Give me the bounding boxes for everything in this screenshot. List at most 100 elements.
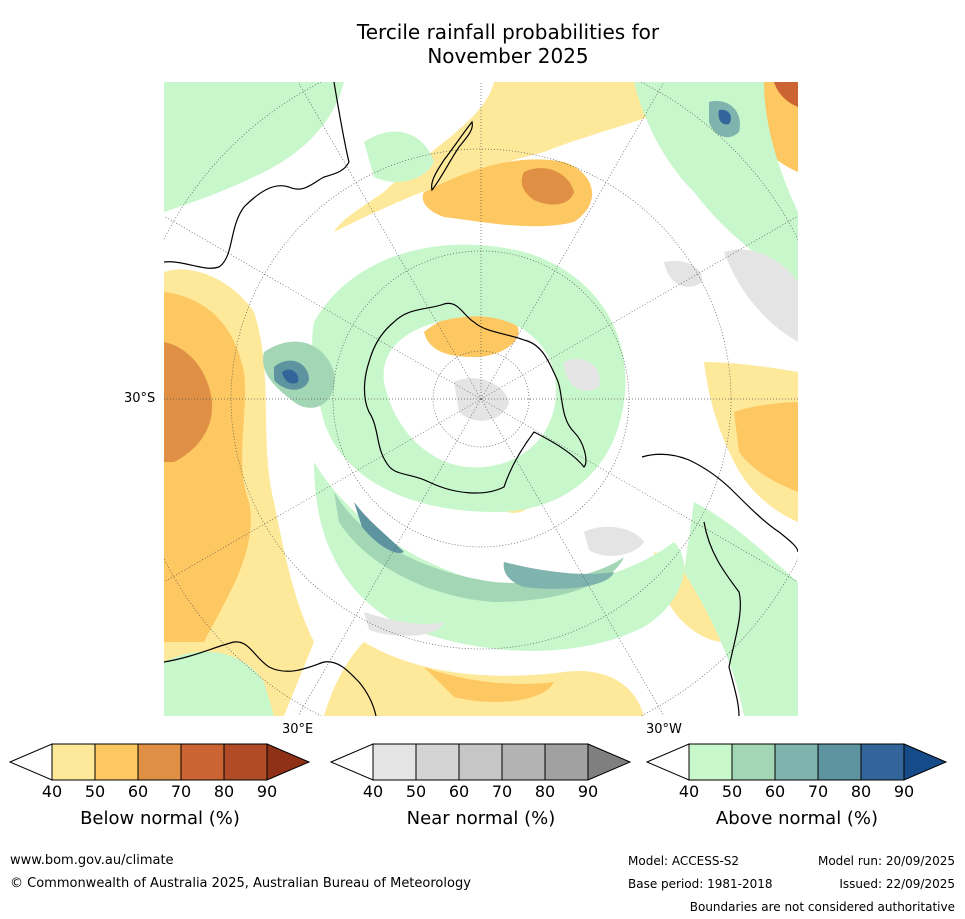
footer-copyright: © Commonwealth of Australia 2025, Austra…	[10, 876, 471, 891]
cbar-below-60	[137, 743, 182, 781]
tick: 60	[764, 782, 786, 801]
cbar-near-50	[415, 743, 460, 781]
tick: 60	[127, 782, 149, 801]
colorbar-near-svg	[329, 743, 632, 781]
footer-model-run: Model run: 20/09/2025	[817, 854, 955, 868]
tick: 80	[534, 782, 556, 801]
below-north-deep	[521, 168, 574, 205]
lon-label-30w: 30°W	[646, 722, 682, 737]
below-west-core2	[164, 342, 213, 462]
cbar-near-70	[501, 743, 546, 781]
colorbar-near-normal	[329, 743, 632, 782]
new-zealand-coast	[431, 120, 473, 192]
colorbar-below-title: Below normal (%)	[80, 808, 240, 829]
tick: 40	[41, 782, 63, 801]
cbar-near-80	[544, 743, 589, 781]
above-south-core	[334, 492, 624, 602]
colorbar-above-normal	[645, 743, 948, 782]
australia-coast	[164, 82, 350, 269]
title-line-1: Tercile rainfall probabilities for	[356, 20, 660, 44]
near-normal-regions	[364, 249, 798, 636]
below-ne-deep	[774, 82, 798, 107]
cbar-above-80	[860, 743, 905, 781]
below-south-band	[324, 642, 644, 716]
chart-title: Tercile rainfall probabilities for Novem…	[300, 20, 716, 68]
near-sw-strip	[364, 612, 444, 636]
tick: 90	[577, 782, 599, 801]
above-nw	[164, 82, 344, 212]
cbar-below-40	[51, 743, 96, 781]
below-north-band	[334, 82, 724, 232]
above-sw-corner	[164, 651, 274, 716]
meridian-a	[297, 398, 482, 716]
near-south	[584, 526, 644, 556]
tick: 50	[84, 782, 106, 801]
tick: 70	[491, 782, 513, 801]
tick: 80	[850, 782, 872, 801]
graticule	[164, 82, 798, 716]
colorbar-below-normal	[8, 743, 311, 782]
africa-coast	[164, 641, 377, 716]
cbar-near-over	[587, 743, 632, 781]
below-pole	[424, 311, 519, 357]
lat-label-30s: 30°S	[124, 391, 156, 406]
meridian-h2	[480, 398, 798, 583]
meridian-e	[297, 82, 482, 400]
cbar-below-50	[94, 743, 139, 781]
tick: 40	[678, 782, 700, 801]
cbar-below-over	[266, 743, 311, 781]
colorbar-above-title: Above normal (%)	[715, 808, 879, 829]
tick: 50	[405, 782, 427, 801]
footer-model: Model: ACCESS-S2	[628, 854, 740, 868]
cbar-above-40	[688, 743, 733, 781]
tick: 60	[448, 782, 470, 801]
colorbar-below-svg	[8, 743, 311, 781]
coastlines	[164, 82, 798, 716]
map-svg	[164, 82, 798, 716]
lon-label-30e: 30°E	[282, 722, 314, 737]
above-north-islands	[364, 131, 434, 182]
meridian-c	[164, 215, 482, 400]
near-center-e	[564, 358, 600, 391]
meridian-g	[164, 398, 482, 583]
title-line-2: November 2025	[427, 44, 589, 68]
footer-issued: Issued: 22/09/2025	[839, 877, 955, 891]
colorbar-above-svg	[645, 743, 948, 781]
cbar-near-under	[329, 743, 374, 781]
above-ring	[312, 244, 626, 512]
tick: 40	[362, 782, 384, 801]
above-south-arc	[314, 462, 684, 651]
meridian-b	[480, 398, 665, 716]
cbar-above-50	[731, 743, 776, 781]
cbar-near-60	[458, 743, 503, 781]
meridian-f	[480, 82, 665, 400]
cbar-below-under	[8, 743, 53, 781]
below-normal-regions	[164, 82, 798, 716]
south-america-coast	[641, 453, 798, 716]
footer-website[interactable]: www.bom.gov.au/climate	[10, 853, 174, 868]
above-wedge-deep	[282, 369, 299, 384]
above-south-deep	[354, 502, 404, 553]
meridian-d	[480, 215, 798, 400]
above-ne-deep	[718, 109, 731, 125]
above-south-arc2	[503, 562, 614, 589]
footer-base-period: Base period: 1981-2018	[628, 877, 773, 891]
antarctica-coast	[363, 302, 587, 494]
footer-boundaries-note: Boundaries are not considered authoritat…	[689, 900, 955, 914]
tick: 90	[893, 782, 915, 801]
tick: 80	[213, 782, 235, 801]
cbar-above-over	[903, 743, 948, 781]
near-east	[724, 249, 798, 342]
colorbar-near-title: Near normal (%)	[406, 808, 556, 829]
tick: 70	[807, 782, 829, 801]
cbar-below-70	[180, 743, 225, 781]
polar-map	[164, 82, 798, 716]
tick: 50	[721, 782, 743, 801]
above-normal-regions	[164, 82, 798, 716]
cbar-above-70	[817, 743, 862, 781]
tick: 70	[170, 782, 192, 801]
above-ne	[634, 82, 798, 282]
near-n	[664, 260, 703, 287]
tick: 90	[256, 782, 278, 801]
cbar-above-60	[774, 743, 819, 781]
